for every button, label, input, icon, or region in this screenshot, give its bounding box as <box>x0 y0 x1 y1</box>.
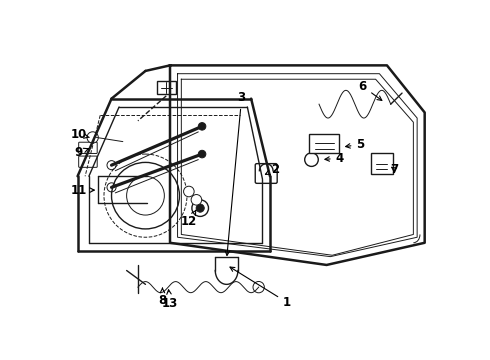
Text: 9: 9 <box>74 146 88 159</box>
Circle shape <box>184 186 194 197</box>
Text: 4: 4 <box>325 152 344 165</box>
Text: 5: 5 <box>345 138 365 151</box>
Text: 3: 3 <box>225 91 246 255</box>
Circle shape <box>191 194 202 205</box>
Circle shape <box>192 200 208 216</box>
Text: 2: 2 <box>266 163 280 176</box>
Text: 12: 12 <box>181 210 197 229</box>
Circle shape <box>198 150 206 158</box>
Text: 10: 10 <box>70 128 89 141</box>
FancyBboxPatch shape <box>79 156 97 167</box>
Text: 11: 11 <box>70 184 94 197</box>
Circle shape <box>87 132 98 143</box>
Circle shape <box>305 153 318 166</box>
Text: 7: 7 <box>391 163 398 176</box>
FancyBboxPatch shape <box>255 164 277 183</box>
Circle shape <box>198 123 206 130</box>
Text: 6: 6 <box>358 80 382 100</box>
Text: 1: 1 <box>230 267 291 309</box>
FancyBboxPatch shape <box>309 134 339 153</box>
Circle shape <box>196 204 204 212</box>
Text: 8: 8 <box>158 288 167 307</box>
Text: 13: 13 <box>162 290 178 310</box>
FancyBboxPatch shape <box>79 142 97 153</box>
FancyBboxPatch shape <box>157 81 175 94</box>
FancyBboxPatch shape <box>371 153 393 174</box>
